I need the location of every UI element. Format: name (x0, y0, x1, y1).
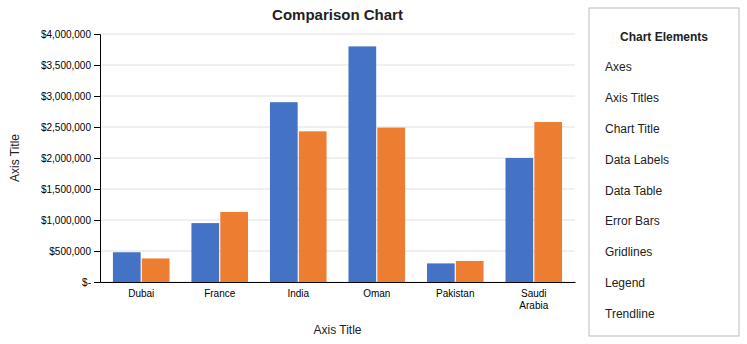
grid-line (100, 96, 575, 97)
tick-label: Oman (363, 288, 390, 299)
grid-line (100, 158, 575, 159)
tick-mark (94, 189, 100, 190)
grid-line (100, 251, 575, 252)
tick-label: India (287, 288, 309, 299)
tick: SaudiArabia (519, 288, 548, 311)
bar (270, 102, 298, 282)
tick-mark (94, 34, 100, 35)
tick: $3,500,000 (41, 60, 100, 71)
bar (191, 223, 219, 282)
tick-label: Dubai (128, 288, 154, 299)
bar (427, 263, 455, 282)
series (142, 122, 562, 282)
tick-label: $500,000 (49, 246, 91, 257)
tick: $2,500,000 (41, 122, 100, 133)
bar (299, 131, 327, 282)
plot: $- $500,000 $1,000,000 $1,500,000 $2,000,000… (41, 29, 576, 311)
tick: Oman (363, 288, 390, 299)
tick: $1,000,000 (41, 215, 100, 226)
annotation-title: Chart Elements (620, 30, 708, 44)
grid-line (100, 282, 575, 283)
tick-label: SaudiArabia (519, 288, 548, 311)
tick-label: $3,000,000 (41, 91, 91, 102)
tick: $1,500,000 (41, 184, 100, 195)
tick: Pakistan (436, 288, 474, 299)
bar (505, 158, 533, 282)
annotation: Chart Title (605, 122, 660, 136)
bar (377, 128, 405, 282)
annotation: Data Labels (605, 153, 669, 167)
annotation: Legend (605, 276, 645, 290)
annotation: Gridlines (605, 245, 652, 259)
annotation: Trendline (605, 307, 655, 321)
bar (142, 258, 170, 282)
tick-label: France (204, 288, 236, 299)
tick-label: $2,000,000 (41, 153, 91, 164)
tick-label: $1,000,000 (41, 215, 91, 226)
y-axis-title: Axis Title (8, 134, 22, 182)
tick-mark (94, 158, 100, 159)
annotation: Axis Titles (605, 91, 659, 105)
chart: $- $500,000 $1,000,000 $1,500,000 $2,000,000… (0, 0, 747, 344)
grid-line (100, 189, 575, 190)
grid-line (100, 34, 575, 35)
bar (113, 252, 141, 282)
tick-mark (94, 127, 100, 128)
tick: $500,000 (49, 246, 100, 257)
grid (100, 34, 575, 282)
tick-mark (94, 282, 100, 283)
grid-line (100, 220, 575, 221)
panel-frame (589, 8, 739, 336)
bar (456, 261, 484, 282)
tick-mark (94, 251, 100, 252)
tick: $- (82, 277, 100, 288)
annotation: Data Table (605, 184, 662, 198)
tick: $3,000,000 (41, 91, 100, 102)
tick-label: $1,500,000 (41, 184, 91, 195)
grid-line (100, 65, 575, 66)
tick-mark (94, 65, 100, 66)
tick-mark (94, 220, 100, 221)
annotation: Error Bars (605, 214, 660, 228)
axis-line (101, 282, 576, 283)
bars (113, 46, 562, 282)
bar (348, 46, 376, 282)
annotation: Axes (605, 60, 632, 74)
bar (534, 122, 562, 282)
tick-label: $4,000,000 (41, 29, 91, 40)
tick-label: $3,500,000 (41, 60, 91, 71)
axis-line (94, 35, 101, 283)
annotation-panel: Chart Elements Axes Axis Titles Chart Title… (589, 8, 739, 336)
x-axis: Dubai France India Oman Pakistan SaudiArabia (101, 283, 576, 311)
tick-label: Pakistan (436, 288, 474, 299)
series (113, 46, 533, 282)
tick: India (287, 288, 309, 299)
tick: $4,000,000 (41, 29, 100, 40)
grid-line (100, 127, 575, 128)
tick: Dubai (128, 288, 154, 299)
bar (220, 212, 248, 282)
x-axis-title: Axis Title (313, 323, 361, 337)
y-axis: $- $500,000 $1,000,000 $1,500,000 $2,000,000… (41, 29, 101, 288)
title: Comparison Chart (272, 6, 403, 23)
tick: $2,000,000 (41, 153, 100, 164)
tick-label: $- (82, 277, 91, 288)
tick-label: $2,500,000 (41, 122, 91, 133)
tick: France (204, 288, 236, 299)
tick-mark (94, 96, 100, 97)
